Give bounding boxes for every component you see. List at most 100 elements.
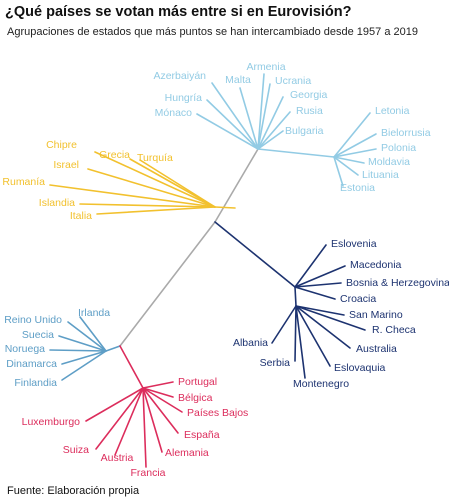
leaf-branch-belgica	[142, 387, 174, 398]
branch-mediterranean	[214, 206, 236, 209]
leaf-branch-turquia	[139, 159, 216, 208]
country-label-croacia: Croacia	[340, 293, 376, 305]
leaf-branch-dinamarca	[61, 350, 107, 365]
branch-nordic	[105, 345, 121, 352]
leaf-branch-croacia	[294, 286, 336, 300]
country-label-portugal: Portugal	[178, 376, 217, 388]
leaf-branch-san-marino	[295, 305, 345, 316]
leaf-branch-letonia	[333, 112, 371, 158]
country-label-azerbaiyan: Azerbaiyán	[153, 70, 206, 82]
country-label-eslovaquia: Eslovaquia	[334, 362, 386, 374]
leaf-branch-moldavia	[333, 156, 365, 164]
country-label-estonia: Estonia	[340, 182, 375, 194]
trunk-branch	[214, 148, 259, 223]
leaf-branch-bulgaria	[257, 130, 284, 150]
leaf-branch-armenia	[257, 73, 265, 150]
country-label-rusia: Rusia	[296, 105, 323, 117]
leaf-branch-espana	[142, 387, 179, 434]
leaf-branch-irlanda	[79, 316, 107, 352]
country-label-finlandia: Finlandia	[14, 377, 57, 389]
leaf-branch-lituania	[333, 156, 359, 176]
country-label-san-marino: San Marino	[349, 309, 403, 321]
leaf-branch-bosnia-herzegovina	[294, 282, 342, 288]
leaf-branch-bielorrusia	[333, 133, 377, 158]
leaf-branch-georgia	[257, 96, 284, 150]
country-label-ucrania: Ucrania	[275, 75, 311, 87]
leaf-branch-suiza	[95, 387, 144, 450]
leaf-branch-albania	[271, 305, 297, 344]
leaf-branch-israel	[87, 168, 216, 208]
branch-balkan-south	[294, 286, 297, 307]
page-subtitle: Agrupaciones de estados que más puntos s…	[7, 26, 418, 38]
country-label-armenia: Armenia	[246, 61, 285, 73]
country-label-macedonia: Macedonia	[350, 259, 402, 271]
country-label-espana: España	[184, 429, 220, 441]
country-label-bosnia-herzegovina: Bosnia & Herzegovina	[346, 277, 449, 289]
country-label-australia: Australia	[356, 343, 397, 355]
country-label-albania: Albania	[233, 337, 268, 349]
leaf-branch-eslovenia	[294, 244, 327, 288]
country-label-belgica: Bélgica	[178, 392, 213, 404]
country-label-monaco: Mónaco	[155, 107, 193, 119]
country-label-r-checa: R. Checa	[372, 324, 416, 336]
country-label-luxemburgo: Luxemburgo	[22, 416, 81, 428]
leaf-branch-austria	[114, 387, 144, 456]
leaf-branch-macedonia	[294, 265, 346, 288]
country-label-bulgaria: Bulgaria	[285, 125, 324, 137]
leaf-branch-portugal	[142, 381, 174, 389]
leaf-branch-islandia	[79, 203, 216, 208]
leaf-branch-azerbaiyan	[211, 82, 259, 150]
leaf-branch-paises-bajos	[142, 387, 183, 413]
leaf-branch-italia	[96, 206, 216, 215]
country-label-alemania: Alemania	[165, 447, 209, 459]
leaf-branch-australia	[295, 305, 351, 349]
leaf-branch-hungria	[206, 99, 259, 150]
branch-east-baltic	[257, 148, 335, 158]
country-label-lituania: Lituania	[362, 169, 399, 181]
leaf-branch-montenegro	[295, 305, 306, 379]
leaf-branch-francia	[142, 387, 147, 468]
leaf-branch-chipre	[94, 151, 216, 208]
leaf-branch-r-checa	[295, 305, 366, 331]
leaf-branch-polonia	[333, 148, 377, 158]
country-label-hungria: Hungría	[165, 92, 203, 104]
country-label-malta: Malta	[225, 74, 251, 86]
country-label-italia: Italia	[70, 210, 92, 222]
leaf-branch-alemania	[142, 387, 163, 453]
branch-western	[119, 345, 144, 389]
leaf-branch-malta	[239, 87, 259, 150]
country-label-austria: Austria	[101, 452, 134, 464]
country-label-rumania: Rumanía	[2, 176, 45, 188]
leaf-branch-suecia	[58, 335, 107, 352]
leaf-branch-ucrania	[257, 83, 271, 150]
leaf-branch-monaco	[196, 113, 259, 150]
country-label-grecia: Grecia	[99, 149, 130, 161]
leaf-branch-finlandia	[61, 350, 107, 381]
country-label-suecia: Suecia	[22, 329, 54, 341]
source-note: Fuente: Elaboración propia	[7, 485, 140, 497]
country-label-suiza: Suiza	[63, 444, 89, 456]
country-label-paises-bajos: Países Bajos	[187, 407, 248, 419]
country-label-dinamarca: Dinamarca	[6, 358, 57, 370]
trunk-branch	[119, 221, 216, 347]
country-label-reino-unido: Reino Unido	[4, 314, 62, 326]
leaf-branch-rusia	[257, 111, 291, 150]
page-title: ¿Qué países se votan más entre si en Eur…	[5, 4, 352, 20]
country-label-eslovenia: Eslovenia	[331, 238, 377, 250]
leaf-branch-reino-unido	[67, 321, 107, 352]
leaf-branch-luxemburgo	[85, 387, 144, 422]
branch-balkan	[214, 221, 296, 288]
country-label-georgia: Georgia	[290, 89, 328, 101]
country-label-turquia: Turquía	[137, 152, 173, 164]
leaf-branch-noruega	[49, 349, 107, 352]
country-label-serbia: Serbia	[260, 357, 291, 369]
country-label-bielorrusia: Bielorrusia	[381, 127, 431, 139]
country-label-islandia: Islandia	[39, 197, 75, 209]
country-label-israel: Israel	[53, 159, 79, 171]
country-label-montenegro: Montenegro	[293, 378, 349, 390]
leaf-branch-rumania	[49, 184, 216, 208]
country-label-noruega: Noruega	[5, 343, 45, 355]
leaf-branch-estonia	[333, 156, 344, 187]
leaf-branch-eslovaquia	[295, 305, 331, 367]
